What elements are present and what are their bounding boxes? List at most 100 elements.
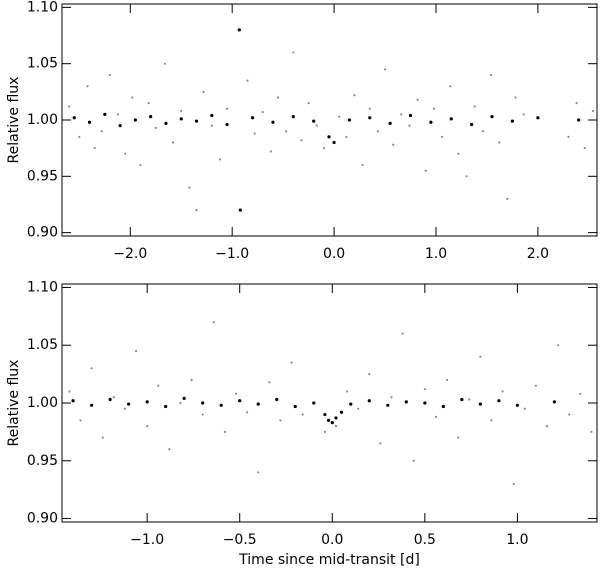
data-point (441, 404, 445, 409)
data-point (416, 98, 419, 101)
data-point (269, 150, 273, 153)
data-point (392, 143, 395, 146)
data-point (256, 402, 260, 406)
data-point (68, 390, 71, 393)
data-point (327, 135, 331, 139)
data-point (345, 390, 349, 393)
data-point (212, 321, 215, 324)
data-point (473, 105, 476, 108)
y-tick-label: 0.90 (27, 511, 58, 527)
data-point (164, 121, 168, 125)
data-point (276, 96, 280, 99)
data-point (290, 361, 293, 364)
data-point (552, 400, 557, 404)
data-point (379, 442, 382, 445)
y-tick-label: 1.10 (27, 279, 58, 295)
data-point (434, 415, 438, 418)
data-point (312, 401, 316, 405)
data-point (201, 401, 205, 405)
data-point (146, 425, 149, 428)
data-point (449, 85, 452, 88)
data-point (108, 397, 112, 402)
data-point (515, 403, 519, 407)
data-point (90, 367, 93, 370)
data-point (108, 73, 111, 77)
data-point (361, 163, 364, 167)
data-point (171, 141, 175, 144)
data-point (246, 79, 249, 82)
data-point (71, 399, 75, 403)
data-point (334, 416, 338, 420)
x-tick-label: −2.0 (113, 246, 147, 262)
data-point (190, 378, 193, 381)
data-point (432, 107, 436, 110)
data-point (202, 90, 205, 93)
data-point (470, 122, 474, 127)
data-point (225, 122, 229, 127)
y-tick-label: 0.95 (27, 453, 58, 469)
data-point (490, 115, 494, 119)
data-point (164, 404, 168, 409)
data-point (86, 85, 89, 88)
y-axis-label: Relative flux (6, 77, 22, 164)
data-point (180, 109, 183, 113)
data-point (591, 109, 595, 113)
data-point (412, 459, 415, 462)
data-point (72, 116, 76, 120)
data-point (100, 130, 103, 133)
data-point (133, 118, 137, 122)
data-point (386, 403, 390, 407)
data-point (326, 418, 331, 422)
data-point (557, 344, 560, 347)
y-tick-label: 0.95 (27, 168, 58, 184)
data-point (127, 402, 131, 406)
data-point (404, 400, 408, 404)
data-point (131, 96, 134, 99)
data-point (237, 28, 241, 32)
data-point (567, 135, 570, 138)
data-point (147, 102, 150, 105)
data-point (118, 124, 122, 128)
data-point (238, 399, 242, 403)
data-point (253, 132, 256, 135)
y-tick-label: 1.05 (27, 337, 58, 353)
data-point (408, 124, 411, 127)
data-point (376, 130, 380, 133)
data-point (300, 139, 303, 142)
data-point (179, 117, 183, 121)
x-tick-label: 2.0 (527, 246, 549, 262)
data-point (347, 118, 351, 122)
data-point (223, 430, 227, 433)
data-point (568, 413, 571, 416)
x-tick-label: −0.5 (223, 532, 257, 548)
data-point (168, 448, 171, 451)
plot-frame (61, 3, 598, 237)
data-point (401, 332, 404, 335)
data-point (257, 471, 260, 474)
data-point (497, 399, 501, 403)
data-point (536, 116, 540, 120)
data-point (465, 175, 468, 178)
y-tick-label: 1.00 (27, 395, 58, 411)
data-point (523, 407, 526, 410)
data-point (90, 403, 94, 407)
data-point (112, 396, 115, 399)
data-point (368, 107, 371, 110)
data-point (512, 482, 515, 485)
data-point (210, 113, 214, 118)
data-point (210, 124, 213, 127)
data-point (154, 126, 157, 129)
data-point (323, 412, 327, 417)
data-point (457, 152, 460, 155)
data-point (315, 124, 318, 127)
data-point (429, 120, 433, 124)
data-point (201, 413, 204, 416)
data-point (579, 392, 582, 395)
data-point (293, 404, 297, 409)
y-tick-label: 0.90 (27, 225, 58, 241)
data-point (390, 396, 393, 399)
data-point (368, 373, 371, 376)
data-point (301, 413, 304, 416)
data-point (275, 397, 279, 402)
